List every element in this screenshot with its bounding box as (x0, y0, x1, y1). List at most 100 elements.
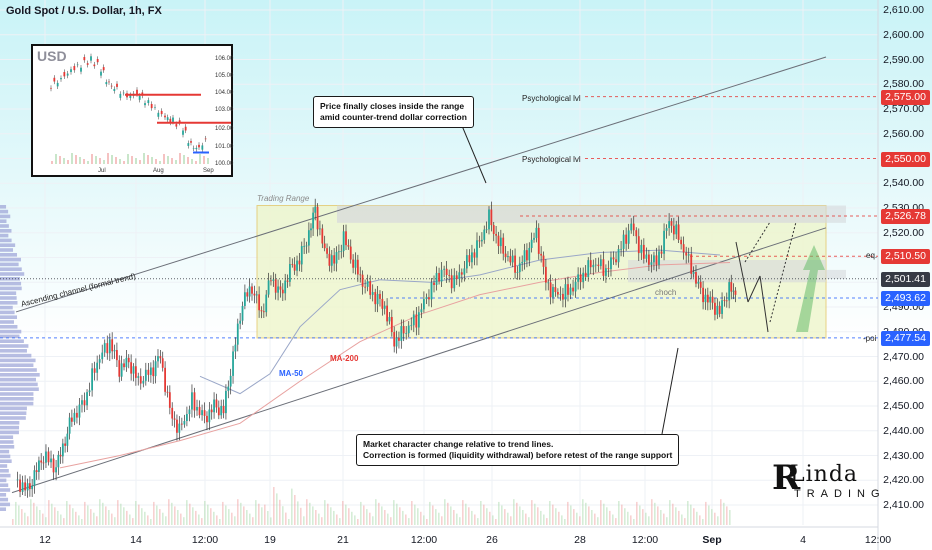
volume-bar (189, 503, 191, 525)
time-tick-label: Sep (702, 534, 722, 546)
volume-profile-bar (0, 243, 16, 247)
inset-candle-body (53, 77, 56, 82)
candle-body (220, 405, 223, 416)
volume-bar (171, 502, 173, 525)
volume-bar (642, 509, 644, 525)
volume-bar (342, 501, 344, 525)
candle-body (552, 287, 554, 298)
candle-body (455, 275, 458, 280)
ma50-line (199, 249, 721, 395)
inset-candle-body (122, 92, 125, 94)
volume-bar (54, 507, 56, 525)
candle-body (381, 298, 384, 309)
time-tick-label: 12:00 (191, 534, 219, 546)
candle-body (556, 292, 559, 295)
price-tag: 2,493.62 (881, 291, 930, 307)
price-tick-label: 2,450.00 (883, 400, 924, 412)
volume-profile-bar (0, 497, 9, 502)
candle-body (149, 367, 152, 375)
candle-body (680, 239, 683, 245)
candle-body (340, 251, 343, 252)
inset-y-label: 104.00 (215, 90, 234, 96)
candle-body (453, 275, 456, 289)
volume-bar (726, 506, 728, 525)
candle-body (627, 230, 630, 244)
volume-profile-bar (0, 445, 15, 449)
volume-bar (378, 502, 380, 525)
volume-bar (525, 513, 527, 525)
candle-body (433, 282, 435, 285)
volume-profile-bar (0, 473, 11, 478)
volume-bar (291, 488, 293, 525)
candle-body (677, 224, 680, 240)
volume-bar (81, 519, 83, 525)
inset-volume-bar (55, 154, 57, 164)
volume-bar (288, 519, 290, 525)
volume-bar (336, 514, 338, 525)
demand-zone-tag (826, 269, 846, 279)
volume-bar (24, 512, 26, 525)
inset-candle-body (160, 110, 163, 115)
volume-profile-bar (0, 483, 9, 487)
volume-bar (654, 502, 656, 525)
volume-bar (699, 515, 701, 525)
candle-body (597, 264, 600, 267)
candle-body (101, 352, 104, 360)
inset-volume-bar (115, 157, 117, 164)
volume-bar (477, 518, 479, 525)
volume-bar (573, 509, 575, 525)
candle-body (547, 282, 550, 284)
candle-body (632, 223, 635, 231)
chart-title: Gold Spot / U.S. Dollar, 1h, FX (6, 5, 162, 17)
psych-level-2-label: Psychological lvl (522, 155, 581, 164)
candle-body (386, 305, 388, 322)
candle-body (376, 293, 379, 305)
time-tick-label: 28 (574, 534, 586, 546)
volume-profile-bar (0, 478, 7, 483)
candle-body (134, 366, 137, 378)
candle-body (345, 231, 347, 246)
candle-body (144, 369, 147, 381)
candle-body (40, 460, 43, 463)
candle-body (289, 264, 291, 282)
volume-bar (246, 510, 248, 525)
candle-body (19, 479, 21, 492)
volume-bar (225, 505, 227, 525)
volume-profile-bar (0, 248, 14, 252)
volume-bar (315, 510, 317, 525)
volume-bar (513, 499, 515, 525)
volume-bar (228, 509, 230, 525)
volume-bar (702, 519, 704, 525)
inset-y-label: 100.00 (215, 161, 234, 167)
price-tag: 2,477.54 (881, 330, 930, 346)
candle-body (502, 237, 505, 254)
candle-body (364, 286, 367, 288)
candle-body (562, 293, 564, 300)
callout-bottom: Market character change relative to tren… (356, 434, 680, 466)
volume-bar (72, 508, 74, 525)
candle-body (113, 350, 116, 352)
candle-body (108, 339, 111, 354)
supply-zone-tag (826, 205, 846, 223)
candle-body (349, 246, 352, 260)
volume-bar (60, 514, 62, 525)
inset-volume-bar (151, 157, 153, 164)
candle-body (535, 227, 538, 238)
candle-body (76, 412, 78, 418)
volume-bar (324, 500, 326, 525)
candle-body (653, 255, 655, 263)
projection-path (759, 275, 769, 333)
time-tick-label: 14 (130, 534, 142, 546)
channel-upper-line (15, 56, 827, 313)
volume-bar (207, 504, 209, 525)
candle-body (645, 254, 648, 259)
candle-body (284, 280, 287, 294)
candle-body (42, 462, 45, 464)
volume-profile-bar (0, 401, 34, 406)
candle-body (215, 399, 218, 408)
volume-bar (102, 502, 104, 525)
candle-body (198, 406, 201, 416)
candle-body (420, 309, 423, 313)
volume-bar (549, 501, 551, 525)
